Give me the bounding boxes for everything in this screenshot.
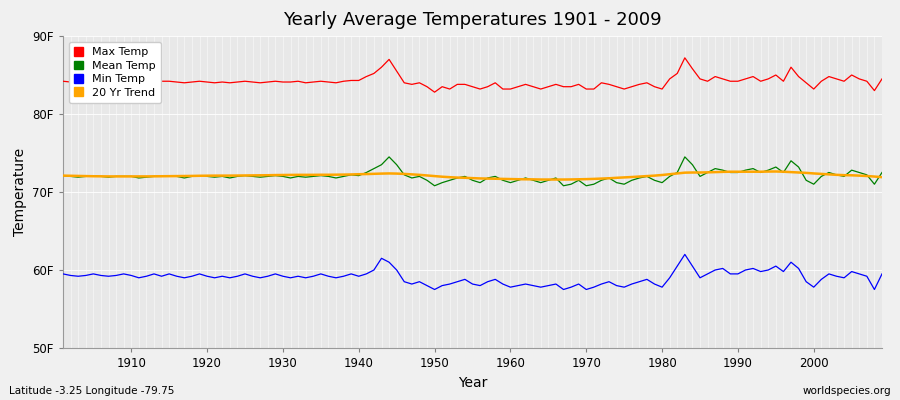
Legend: Max Temp, Mean Temp, Min Temp, 20 Yr Trend: Max Temp, Mean Temp, Min Temp, 20 Yr Tre… bbox=[68, 42, 161, 103]
Text: Latitude -3.25 Longitude -79.75: Latitude -3.25 Longitude -79.75 bbox=[9, 386, 175, 396]
X-axis label: Year: Year bbox=[458, 376, 487, 390]
Y-axis label: Temperature: Temperature bbox=[13, 148, 27, 236]
Text: worldspecies.org: worldspecies.org bbox=[803, 386, 891, 396]
Title: Yearly Average Temperatures 1901 - 2009: Yearly Average Temperatures 1901 - 2009 bbox=[284, 11, 662, 29]
